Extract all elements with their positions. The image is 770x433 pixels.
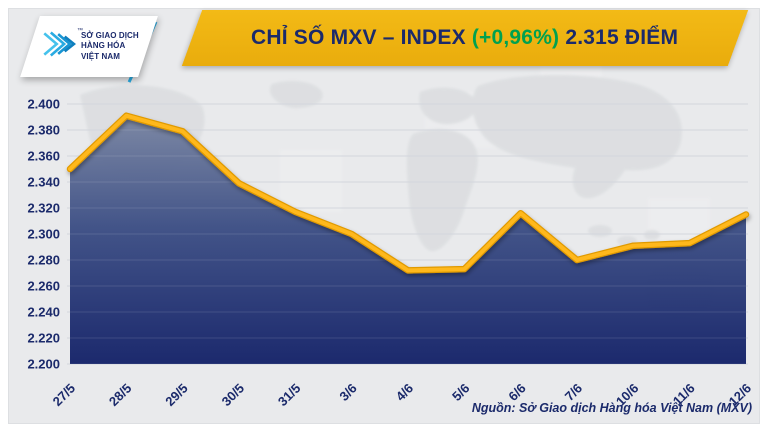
x-axis-tick-label: 27/5 xyxy=(50,381,79,410)
x-axis-tick-label: 5/6 xyxy=(449,381,472,404)
logo-line-3: VIỆT NAM xyxy=(81,51,121,61)
source-caption: Nguồn: Sở Giao dịch Hàng hóa Việt Nam (M… xyxy=(471,401,752,415)
y-axis-tick-label: 2.400 xyxy=(27,97,60,112)
chart-title-main: CHỈ SỐ MXV – INDEX xyxy=(251,26,467,49)
chart-title-banner: CHỈ SỐ MXV – INDEX (+0,96%) 2.315 ĐIỂM xyxy=(181,10,749,66)
y-axis-tick-label: 2.200 xyxy=(27,357,60,372)
mxv-logo-text: SỞ GIAO DỊCH HÀNG HÓA VIỆT NAM xyxy=(81,31,139,62)
mxv-logo: ™ SỞ GIAO DỊCH HÀNG HÓA VIỆT NAM xyxy=(30,16,148,77)
gridlines-overlay xyxy=(67,103,748,365)
y-axis-tick-label: 2.320 xyxy=(27,201,60,216)
index-line xyxy=(66,112,750,274)
y-axis-tick-label: 2.340 xyxy=(27,175,60,190)
y-axis-labels: 2.200 2.220 2.240 2.260 2.280 2.300 2.320 2.340… xyxy=(27,97,60,372)
x-axis-tick-label: 29/5 xyxy=(162,381,191,410)
y-axis-tick-label: 2.260 xyxy=(27,279,60,294)
mxv-chevron-logo-icon: ™ xyxy=(42,26,83,67)
mxv-logo-card: ™ SỞ GIAO DỊCH HÀNG HÓA VIỆT NAM xyxy=(20,16,158,77)
y-axis-tick-label: 2.360 xyxy=(27,149,60,164)
y-axis-tick-label: 2.220 xyxy=(27,331,60,346)
x-axis-tick-label: 30/5 xyxy=(219,381,248,410)
logo-line-1: SỞ GIAO DỊCH xyxy=(81,30,139,40)
y-axis-tick-label: 2.240 xyxy=(27,305,60,320)
chart-title: CHỈ SỐ MXV – INDEX (+0,96%) 2.315 ĐIỂM xyxy=(251,26,678,50)
index-area-fill xyxy=(70,115,746,364)
x-axis-tick-label: 4/6 xyxy=(393,381,416,404)
x-axis-tick-label: 31/5 xyxy=(275,381,304,410)
chart-title-value: 2.315 ĐIỂM xyxy=(565,26,679,49)
y-axis-tick-label: 2.280 xyxy=(27,253,60,268)
x-axis-tick-label: 28/5 xyxy=(106,381,135,410)
y-axis-tick-label: 2.380 xyxy=(27,123,60,138)
trademark-symbol: ™ xyxy=(77,28,83,34)
chart-change-percent: (+0,96%) xyxy=(472,26,560,49)
x-axis-tick-label: 3/6 xyxy=(336,381,359,404)
logo-line-2: HÀNG HÓA xyxy=(81,41,126,51)
y-axis-tick-label: 2.300 xyxy=(27,227,60,242)
